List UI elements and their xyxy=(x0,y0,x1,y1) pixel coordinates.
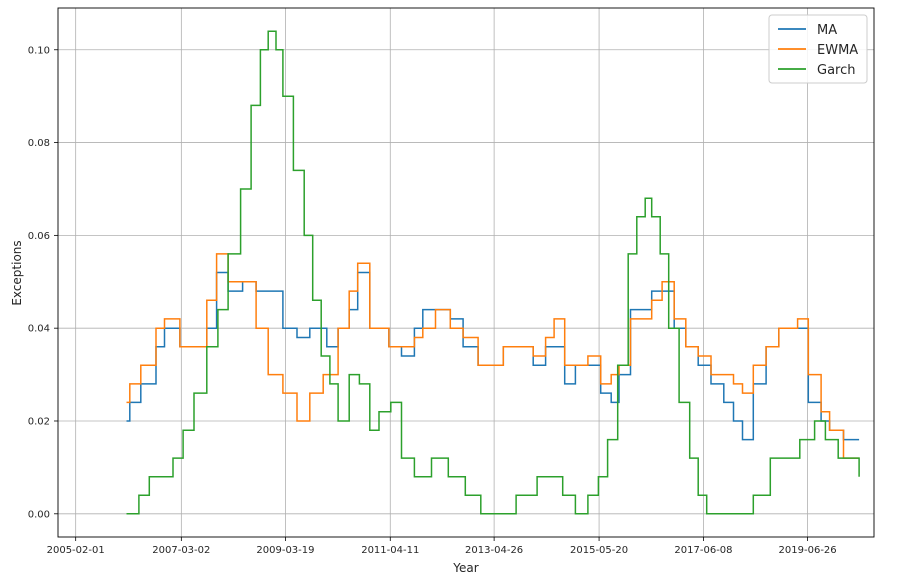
series-layer xyxy=(126,30,860,515)
legend-box xyxy=(768,14,868,84)
y-axis: 0.00 0.02 0.04 0.06 0.08 0.10 xyxy=(28,45,58,520)
y-tick-label: 0.06 xyxy=(28,231,50,242)
y-tick-label: 0.02 xyxy=(28,416,50,427)
legend-label-ewma: EWMA xyxy=(817,43,858,58)
y-tick-label: 0.08 xyxy=(28,138,50,149)
x-axis: 2005-02-01 2007-03-02 2009-03-19 2011-04-11… xyxy=(47,537,837,556)
y-tick-label: 0.04 xyxy=(28,324,50,335)
grid xyxy=(58,8,874,537)
legend-label-ma: MA xyxy=(817,23,837,38)
y-tick-label: 0.00 xyxy=(28,509,50,520)
x-tick-label: 2011-04-11 xyxy=(361,545,419,556)
x-tick-label: 2005-02-01 xyxy=(47,545,105,556)
x-tick-label: 2017-06-08 xyxy=(674,545,732,556)
x-tick-label: 2007-03-02 xyxy=(152,545,210,556)
legend-label-garch: Garch xyxy=(817,63,856,78)
series-line-garch xyxy=(126,30,860,515)
x-tick-label: 2009-03-19 xyxy=(256,545,314,556)
plot-frame xyxy=(57,7,875,538)
y-tick-label: 0.10 xyxy=(28,45,50,56)
x-tick-label: 2019-06-26 xyxy=(779,545,837,556)
series-ma xyxy=(126,271,860,441)
y-axis-label: Exceptions xyxy=(10,240,24,305)
series-ewma xyxy=(126,253,860,459)
legend: MA EWMA Garch xyxy=(768,14,868,84)
series-line-ewma xyxy=(126,253,860,459)
series-garch xyxy=(126,30,860,515)
x-tick-label: 2013-04-26 xyxy=(465,545,523,556)
series-line-ma xyxy=(126,271,860,441)
x-tick-label: 2015-05-20 xyxy=(570,545,628,556)
x-axis-label: Year xyxy=(452,561,478,575)
